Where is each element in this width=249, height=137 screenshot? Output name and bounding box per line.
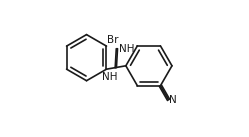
Text: NH: NH [119, 44, 135, 54]
Text: Br: Br [107, 35, 119, 45]
Text: NH: NH [102, 72, 117, 82]
Text: N: N [169, 95, 177, 105]
